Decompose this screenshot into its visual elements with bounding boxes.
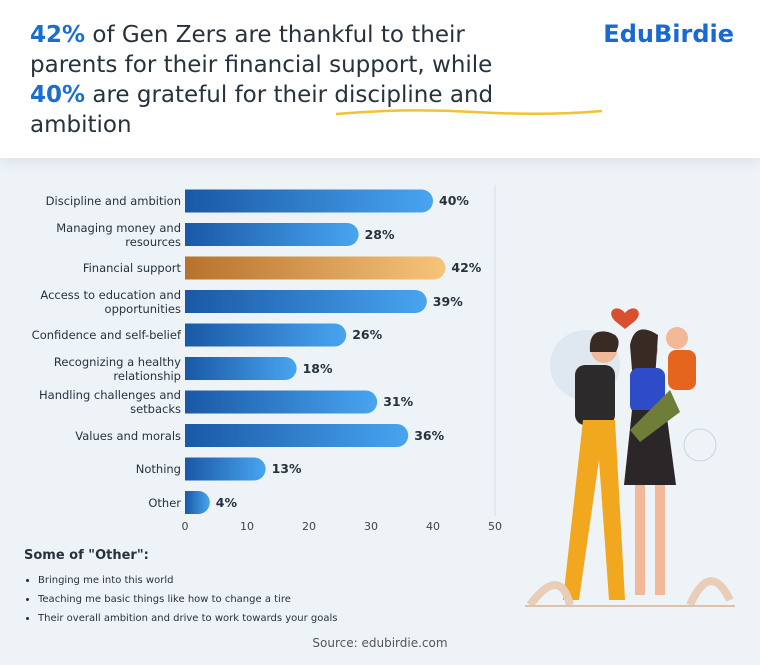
notes-heading: Some of "Other": — [24, 548, 149, 563]
bar — [185, 290, 427, 313]
logo: EduBirdie — [603, 20, 734, 48]
category-label: Values and morals — [75, 428, 181, 443]
bar — [185, 457, 266, 481]
value-label: 36% — [414, 427, 445, 443]
header: 42% of Gen Zers are thankful to their pa… — [0, 0, 760, 158]
notes-list: Bringing me into this world Teaching me … — [24, 571, 338, 628]
category-label: Nothing — [135, 462, 181, 476]
value-label: 40% — [439, 193, 469, 208]
category-label: Confidence and self-belief — [31, 328, 181, 342]
title-text: are grateful for their — [92, 82, 328, 108]
value-label: 26% — [352, 327, 383, 342]
note: Bringing me into this world — [38, 571, 338, 590]
x-tick-label: 20 — [302, 520, 316, 533]
note: Their overall ambition and drive to work… — [38, 609, 338, 628]
illustration — [525, 308, 735, 608]
category-label: Recognizing a healthy relationship — [53, 354, 181, 383]
x-tick-label: 50 — [488, 520, 502, 533]
x-tick-label: 40 — [426, 520, 440, 533]
value-label: 31% — [383, 394, 414, 409]
x-tick-label: 30 — [364, 520, 378, 533]
value-label: 4% — [215, 494, 238, 510]
bar — [185, 223, 359, 246]
bar — [185, 189, 434, 213]
title-underlined: discipline and ambition — [30, 82, 494, 138]
underline — [336, 109, 603, 116]
source: Source: edubirdie.com — [312, 636, 448, 650]
category-label: Other — [148, 495, 181, 510]
category-label: Access to education and opportunities — [40, 287, 181, 316]
title-text: of Gen Zers are thankful to their parent… — [30, 22, 493, 78]
value-label: 18% — [302, 360, 333, 376]
bar — [185, 491, 210, 514]
x-tick-label: 10 — [240, 520, 254, 533]
category-label: Financial support — [82, 261, 181, 275]
bar — [185, 424, 409, 447]
title-text: discipline and ambition — [30, 82, 603, 138]
notes: Some of "Other": Bringing me into this w… — [24, 548, 338, 628]
title-highlight: 40% — [30, 82, 86, 108]
x-tick-label: 0 — [181, 520, 189, 533]
value-label: 39% — [432, 293, 463, 309]
bar — [185, 357, 297, 380]
value-label: 42% — [451, 260, 482, 275]
value-label: 13% — [271, 461, 302, 476]
category-label: Handling challenges and setbacks — [39, 388, 181, 416]
bar — [185, 323, 347, 347]
category-label: Discipline and ambition — [45, 194, 181, 208]
note: Teaching me basic things like how to cha… — [38, 590, 338, 609]
title: 42% of Gen Zers are thankful to their pa… — [30, 20, 603, 140]
bar — [185, 256, 446, 280]
bar — [185, 390, 378, 414]
title-highlight: 42% — [30, 22, 86, 48]
category-label: Managing money and resources — [56, 220, 181, 249]
value-label: 28% — [364, 226, 395, 242]
